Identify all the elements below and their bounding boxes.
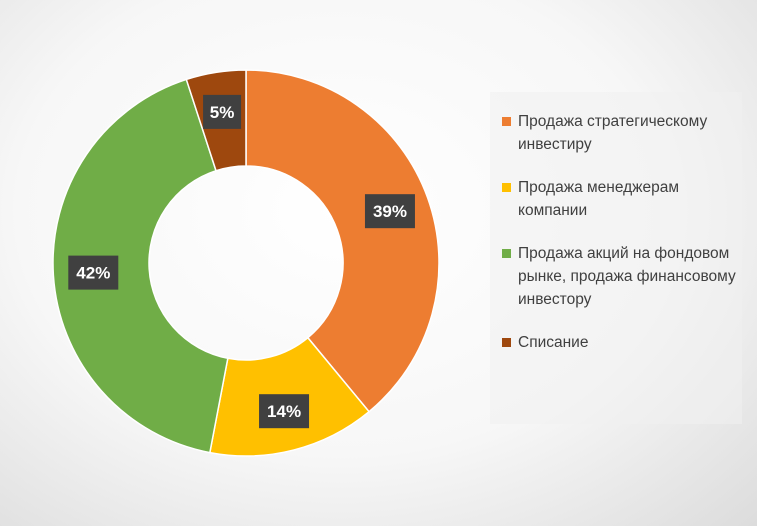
legend-item-strategic-investor: Продажа стратегическому инвестиру — [502, 110, 742, 156]
legend-swatch — [502, 183, 511, 192]
legend: Продажа стратегическому инвестиру Продаж… — [490, 92, 742, 424]
legend-item-managers: Продажа менеджерам компании — [502, 176, 742, 222]
legend-swatch — [502, 249, 511, 258]
legend-swatch — [502, 117, 511, 126]
legend-label: Продажа акций на фондовом рынке, продажа… — [518, 245, 736, 308]
data-label: 42% — [68, 256, 118, 290]
legend-label: Продажа менеджерам компании — [518, 179, 679, 219]
data-label-text: 39% — [373, 202, 407, 221]
legend-swatch — [502, 338, 511, 347]
data-label: 39% — [365, 194, 415, 228]
legend-label: Списание — [518, 334, 588, 351]
data-label: 14% — [259, 394, 309, 428]
legend-item-stock-market: Продажа акций на фондовом рынке, продажа… — [502, 242, 742, 311]
data-label-text: 42% — [76, 264, 110, 283]
legend-item-write-off: Списание — [502, 331, 742, 354]
legend-label: Продажа стратегическому инвестиру — [518, 113, 707, 153]
data-label-text: 5% — [210, 103, 235, 122]
data-label-text: 14% — [267, 402, 301, 421]
data-label: 5% — [203, 95, 241, 129]
